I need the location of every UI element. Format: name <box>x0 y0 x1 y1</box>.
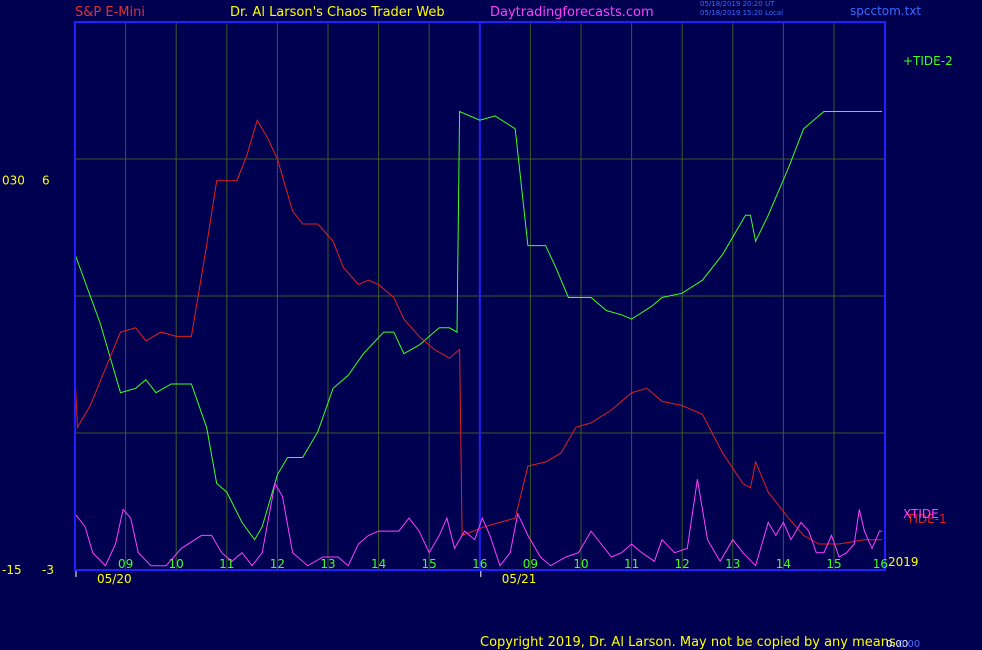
x-hour-label: 16 <box>873 557 888 571</box>
series-line-xtide <box>74 479 883 567</box>
x-hour-label: 14 <box>776 557 791 571</box>
timestamp-ut: 05/18/2019 20:20 UT <box>700 0 775 8</box>
x-hour-label: 14 <box>371 557 386 571</box>
site-url[interactable]: Daytradingforecasts.com <box>490 5 654 20</box>
date-label: 05/21 <box>502 572 537 586</box>
series-label-xtide: XTIDE <box>903 507 939 521</box>
x-hour-label: 16 <box>472 557 487 571</box>
x-hour-label: 10 <box>169 557 184 571</box>
timestamp-local: 05/18/2019 15:20 Local <box>700 9 784 17</box>
y-label-inner-1: -3 <box>42 563 54 577</box>
x-hour-label: 10 <box>573 557 588 571</box>
series-line-tide2 <box>74 110 883 541</box>
series-lines <box>74 110 883 567</box>
y-label-outer-1: -15 <box>2 563 22 577</box>
series-label-tide1: TIDE-1 <box>906 512 947 526</box>
x-hour-label: 11 <box>624 557 639 571</box>
grid-lines <box>75 22 886 570</box>
footer-value-white: 0.00 <box>886 639 909 650</box>
x-hour-label: 15 <box>422 557 437 571</box>
x-hour-label: 13 <box>320 557 335 571</box>
x-hour-label: 11 <box>219 557 234 571</box>
series-label-tide2: +TIDE-2 <box>903 54 953 68</box>
year-label: 2019 <box>888 555 919 569</box>
x-hour-label: 09 <box>523 557 538 571</box>
x-hour-label: 15 <box>826 557 841 571</box>
date-label: 05/20 <box>97 572 132 586</box>
copyright-notice: Copyright 2019, Dr. Al Larson. May not b… <box>480 635 896 650</box>
site-title: Dr. Al Larson's Chaos Trader Web <box>230 5 445 20</box>
file-name: spcctom.txt <box>850 4 922 18</box>
y-label-outer-0: 030 <box>2 174 25 188</box>
x-hour-label: 12 <box>675 557 690 571</box>
symbol-name: S&P E-Mini <box>75 5 145 20</box>
y-label-inner-0: 6 <box>42 174 50 188</box>
footer-value-blue: 0.00 <box>898 639 921 650</box>
series-line-tide1 <box>74 118 883 545</box>
axis-labels: 030 6 -15 -3 09 10 11 12 13 14 15 16 09 10 11 12 13 14 15 1… <box>2 54 953 586</box>
plot-frame <box>74 21 886 571</box>
x-hour-label: 12 <box>270 557 285 571</box>
x-hour-label: 13 <box>725 557 740 571</box>
x-hour-label: 09 <box>118 557 133 571</box>
